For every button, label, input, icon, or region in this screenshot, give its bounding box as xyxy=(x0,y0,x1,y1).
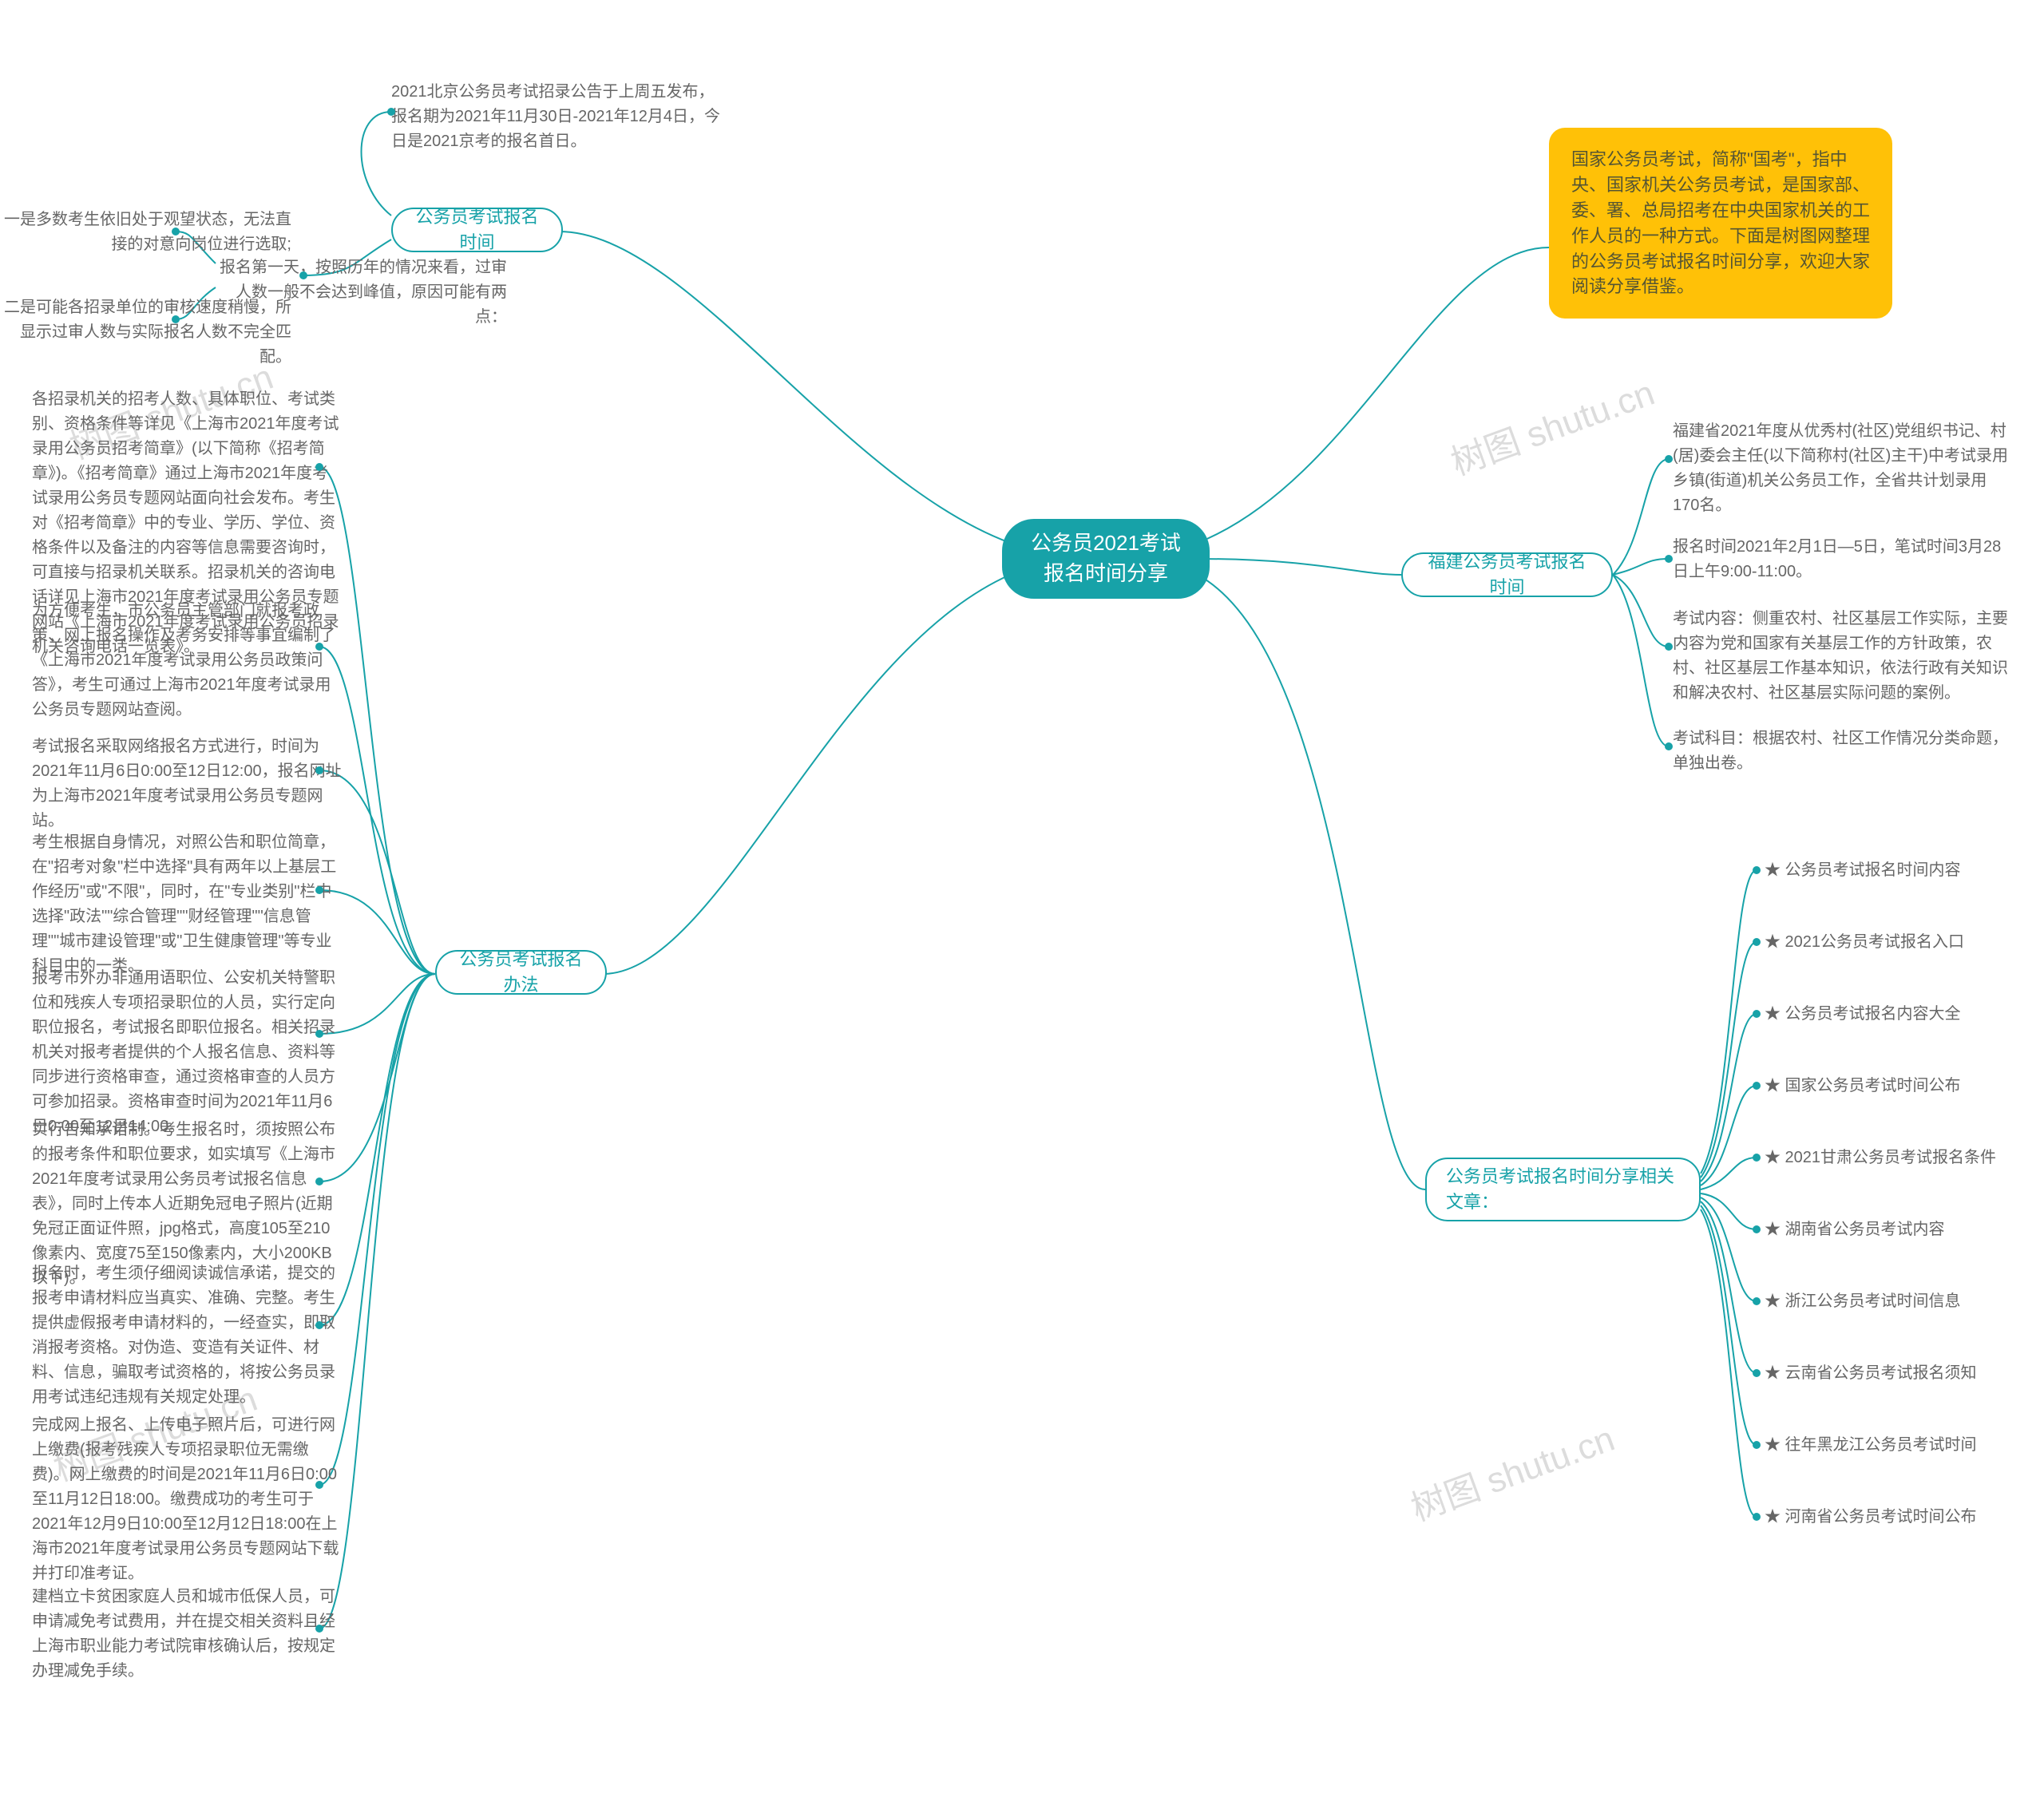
dot xyxy=(315,886,323,894)
b4-3: ★ 国家公务员考试时间公布 xyxy=(1765,1074,2020,1098)
b1-n1: 2021北京公务员考试招录公告于上周五发布，报名期为2021年11月30日-20… xyxy=(391,80,727,154)
dot xyxy=(1665,742,1673,750)
dot xyxy=(1665,555,1673,563)
b2-2: 考试报名采取网络报名方式进行，时间为2021年11月6日0:00至12日12:0… xyxy=(32,734,343,833)
dot xyxy=(387,108,395,116)
dot xyxy=(315,463,323,471)
b2-4: 报考市外办非通用语职位、公安机关特警职位和残疾人专项招录职位的人员，实行定向职位… xyxy=(32,966,343,1139)
b3-3: 考试科目：根据农村、社区工作情况分类命题，单独出卷。 xyxy=(1673,726,2008,776)
dot xyxy=(1665,455,1673,463)
dot xyxy=(1753,1441,1761,1449)
b3-1: 报名时间2021年2月1日—5日，笔试时间3月28日上午9:00-11:00。 xyxy=(1673,535,2008,584)
branch-exam-time[interactable]: 公务员考试报名时间 xyxy=(391,208,563,252)
dot xyxy=(315,1481,323,1489)
b4-5: ★ 湖南省公务员考试内容 xyxy=(1765,1217,2020,1242)
branch-related[interactable]: 公务员考试报名时间分享相关文章： xyxy=(1425,1158,1701,1221)
b4-8: ★ 往年黑龙江公务员考试时间 xyxy=(1765,1433,2020,1458)
dot xyxy=(1753,866,1761,874)
dot xyxy=(1665,643,1673,651)
branch-exam-method[interactable]: 公务员考试报名办法 xyxy=(435,950,607,995)
dot xyxy=(172,315,180,323)
b4-0: ★ 公务员考试报名时间内容 xyxy=(1765,858,2020,883)
dot xyxy=(1753,938,1761,946)
dot xyxy=(315,1030,323,1038)
dot xyxy=(299,271,307,279)
dot xyxy=(1753,1154,1761,1162)
b2-1: 为方便考生，市公务员主管部门就报考政策、网上报名操作及考务安排等事宜编制了《上海… xyxy=(32,599,343,722)
root-node[interactable]: 公务员2021考试报名时间分享 xyxy=(1002,519,1210,599)
b4-7: ★ 云南省公务员考试报名须知 xyxy=(1765,1361,2020,1386)
dot xyxy=(315,1625,323,1633)
dot xyxy=(1753,1297,1761,1305)
b4-1: ★ 2021公务员考试报名入口 xyxy=(1765,930,2020,955)
b4-4: ★ 2021甘肃公务员考试报名条件 xyxy=(1765,1146,2020,1170)
intro-box: 国家公务员考试，简称"国考"，指中央、国家机关公务员考试，是国家部、委、署、总局… xyxy=(1549,128,1892,319)
b2-6: 报名时，考生须仔细阅读诚信承诺，提交的报考申请材料应当真实、准确、完整。考生提供… xyxy=(32,1261,343,1410)
b3-2: 考试内容：侧重农村、社区基层工作实际，主要内容为党和国家有关基层工作的方针政策，… xyxy=(1673,607,2008,706)
dot xyxy=(1753,1369,1761,1377)
dot xyxy=(315,1321,323,1329)
b4-9: ★ 河南省公务员考试时间公布 xyxy=(1765,1505,2020,1530)
dot xyxy=(315,1178,323,1185)
dot xyxy=(1753,1225,1761,1233)
b2-3: 考生根据自身情况，对照公告和职位简章，在"招考对象"栏中选择"具有两年以上基层工… xyxy=(32,830,343,979)
b1-n2b: 二是可能各招录单位的审核速度稍慢，所显示过审人数与实际报名人数不完全匹配。 xyxy=(0,295,291,370)
b2-8: 建档立卡贫困家庭人员和城市低保人员，可申请减免考试费用，并在提交相关资料且经上海… xyxy=(32,1585,343,1684)
dot xyxy=(1753,1082,1761,1090)
b3-0: 福建省2021年度从优秀村(社区)党组织书记、村(居)委会主任(以下简称村(社区… xyxy=(1673,419,2008,518)
b4-6: ★ 浙江公务员考试时间信息 xyxy=(1765,1289,2020,1314)
b2-7: 完成网上报名、上传电子照片后，可进行网上缴费(报考残疾人专项招录职位无需缴费)。… xyxy=(32,1413,343,1586)
watermark: 树图 shutu.cn xyxy=(1443,364,1660,485)
dot xyxy=(315,643,323,651)
watermark: 树图 shutu.cn xyxy=(1403,1410,1620,1530)
dot xyxy=(1753,1010,1761,1018)
dot xyxy=(172,228,180,236)
dot xyxy=(1753,1513,1761,1521)
b4-2: ★ 公务员考试报名内容大全 xyxy=(1765,1002,2020,1027)
dot xyxy=(315,766,323,774)
b1-n2a: 一是多数考生依旧处于观望状态，无法直接的对意向岗位进行选取; xyxy=(0,208,291,257)
branch-fujian[interactable]: 福建公务员考试报名时间 xyxy=(1401,552,1613,597)
